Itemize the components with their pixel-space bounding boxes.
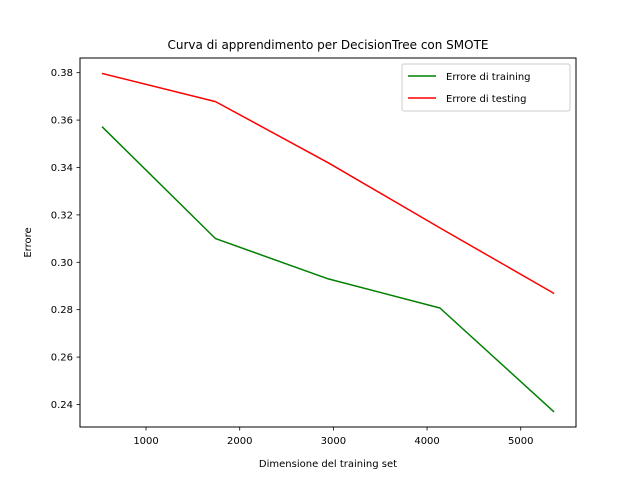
y-axis-label: Errore xyxy=(23,227,34,257)
y-axis: 0.24 0.26 0.28 0.30 0.32 0.34 0.36 0.38 xyxy=(51,68,80,411)
x-tick-label: 5000 xyxy=(508,436,533,447)
x-axis: 1000 2000 3000 4000 5000 xyxy=(133,427,533,447)
y-tick-label: 0.28 xyxy=(51,305,73,316)
legend-entry: Errore di training xyxy=(446,72,531,83)
series-line-testing xyxy=(101,72,555,295)
legend: Errore di training Errore di testing xyxy=(401,63,571,112)
y-tick-label: 0.30 xyxy=(51,258,73,269)
x-tick-label: 1000 xyxy=(133,436,158,447)
y-tick-label: 0.34 xyxy=(51,163,73,174)
legend-entry: Errore di testing xyxy=(446,94,526,105)
x-axis-label: Dimensione del training set xyxy=(259,459,397,470)
x-tick-label: 2000 xyxy=(227,436,252,447)
y-tick-label: 0.32 xyxy=(51,210,73,221)
y-tick-label: 0.38 xyxy=(51,68,73,79)
series-line-training xyxy=(101,126,555,413)
x-tick-label: 4000 xyxy=(414,436,439,447)
legend-box xyxy=(401,63,571,112)
chart-title: Curva di apprendimento per DecisionTree … xyxy=(167,38,488,52)
y-tick-label: 0.26 xyxy=(51,353,73,364)
y-tick-label: 0.24 xyxy=(51,400,73,411)
y-tick-label: 0.36 xyxy=(51,116,73,127)
plot-frame xyxy=(79,57,577,428)
x-tick-label: 3000 xyxy=(321,436,346,447)
plot-area xyxy=(101,72,555,413)
